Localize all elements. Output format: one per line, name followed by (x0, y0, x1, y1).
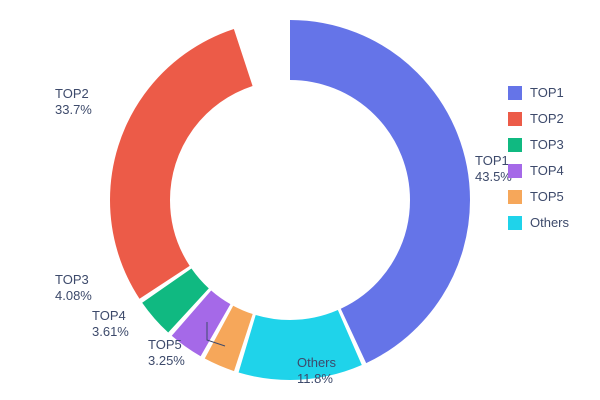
legend-label-top4: TOP4 (530, 163, 564, 178)
legend-item-top5[interactable]: TOP5 (508, 189, 569, 204)
donut-chart-container: TOP1 43.5% TOP2 33.7% TOP3 4.08% TOP4 3.… (0, 0, 600, 400)
legend-item-top3[interactable]: TOP3 (508, 137, 569, 152)
legend-swatch-top1 (508, 86, 522, 100)
legend-swatch-top3 (508, 138, 522, 152)
legend-label-others: Others (530, 215, 569, 230)
legend-item-top4[interactable]: TOP4 (508, 163, 569, 178)
legend-item-others[interactable]: Others (508, 215, 569, 230)
legend-label-top3: TOP3 (530, 137, 564, 152)
legend-swatch-top2 (508, 112, 522, 126)
legend-label-top1: TOP1 (530, 85, 564, 100)
legend-label-top2: TOP2 (530, 111, 564, 126)
legend-item-top1[interactable]: TOP1 (508, 85, 569, 100)
legend-swatch-top4 (508, 164, 522, 178)
chart-legend: TOP1 TOP2 TOP3 TOP4 TOP5 Others (508, 85, 569, 230)
donut-segments (140, 50, 440, 350)
legend-swatch-others (508, 216, 522, 230)
legend-swatch-top5 (508, 190, 522, 204)
legend-item-top2[interactable]: TOP2 (508, 111, 569, 126)
legend-label-top5: TOP5 (530, 189, 564, 204)
